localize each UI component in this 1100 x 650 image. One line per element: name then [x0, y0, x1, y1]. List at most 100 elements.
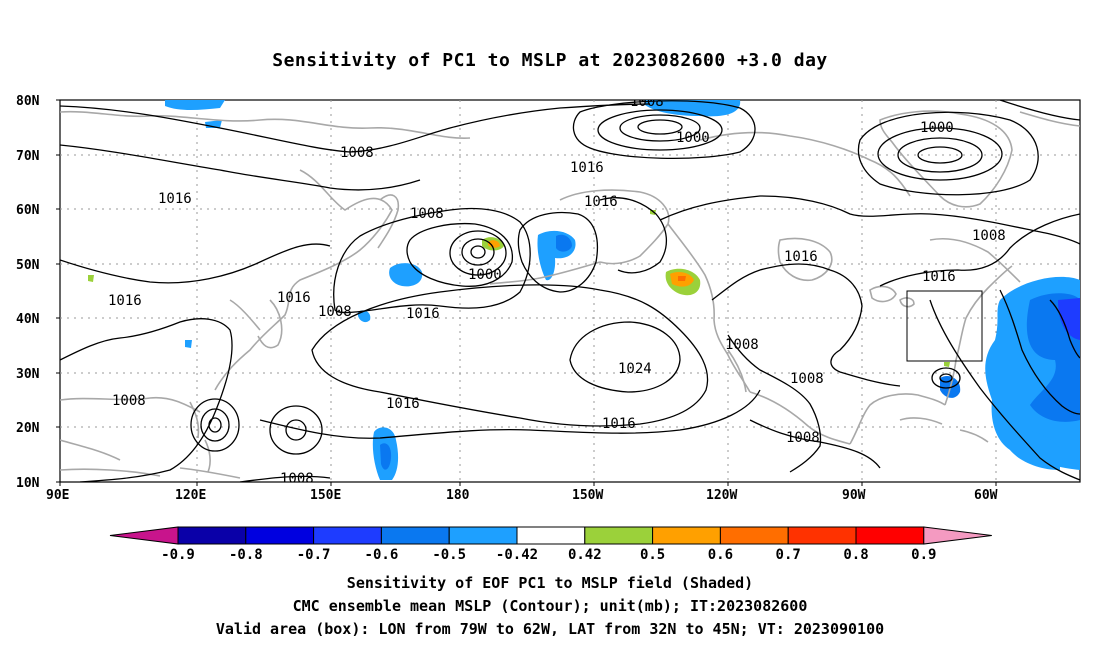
lon-label: 180 [446, 488, 470, 503]
shade-blue-atlantic-dark [1058, 298, 1080, 340]
coast-asia-north [60, 110, 471, 139]
contour-pacific-1016-south [259, 389, 761, 439]
footer-line-1: Sensitivity of EOF PC1 to MSLP field (Sh… [346, 574, 754, 592]
contour-label: 1008 [725, 337, 759, 353]
contour-typhoon-1 [190, 398, 240, 452]
contour-label: 1024 [618, 361, 652, 377]
contour-canada-1016 [879, 213, 1080, 287]
contour-label: 1008 [972, 228, 1006, 244]
colorbar: -0.9 -0.8 -0.7 -0.6 -0.5 -0.42 0.42 0.5 0.6 0.7 0.… [109, 526, 992, 563]
contour-bering-low [517, 211, 599, 293]
lon-label: 60W [974, 488, 998, 503]
contour-atlantic-1 [929, 299, 1080, 481]
lon-label: 90W [842, 488, 866, 503]
contour-label: 1016 [108, 293, 142, 309]
contour-typhoon-b-2 [285, 419, 307, 441]
coast-cuba [899, 417, 989, 443]
sensitivity-shading [88, 100, 1080, 480]
coast-great-lakes [869, 285, 915, 308]
contour-gulf-alaska [599, 197, 667, 274]
colorbar-swatch [177, 526, 247, 545]
contour-label: 1016 [922, 269, 956, 285]
contour-label: 1000 [676, 130, 710, 146]
contour-label: 1016 [386, 396, 420, 412]
coast-na-west [667, 223, 751, 393]
colorbar-swatch [855, 526, 925, 545]
contour-arctic-low-outer [572, 100, 756, 160]
contour-label: 1008 [318, 304, 352, 320]
lon-label: 150W [572, 488, 603, 503]
shade-blue-arctic-2 [645, 100, 741, 117]
lat-label: 40N [16, 312, 40, 327]
lat-label: 80N [16, 94, 40, 109]
valid-area-box [906, 290, 983, 362]
contour-label: 1016 [584, 194, 618, 210]
contour-aleutian-low-1008 [406, 222, 513, 287]
contour-na-1008-south [749, 419, 881, 469]
shade-red-gulf-alaska [678, 276, 686, 281]
mslp-contours [60, 100, 1080, 482]
contour-label: 1008 [112, 393, 146, 409]
colorbar-swatch [719, 526, 789, 545]
contour-na-1008 [727, 334, 822, 473]
contour-carolina-low-inner [939, 373, 953, 383]
contour-north-1008 [60, 103, 651, 153]
contour-pacific-high-1024 [569, 321, 681, 393]
shade-green-small [650, 210, 656, 215]
coast-gulf-mexico [849, 393, 946, 445]
coast-aleutians [489, 261, 601, 285]
contour-arctic-low-1000 [597, 109, 723, 151]
contour-label: 1016 [602, 416, 636, 432]
colorbar-swatch [652, 526, 721, 545]
shade-blue-atlantic-edge [1010, 429, 1060, 470]
contour-aleutian-low-mid [449, 230, 507, 276]
contour-label: 1016 [406, 306, 440, 322]
contour-arctic-low-core [637, 119, 683, 135]
map-title: Sensitivity of PC1 to MSLP at 2023082600… [272, 50, 828, 71]
coast-europe-north [1019, 111, 1080, 127]
lat-label: 50N [16, 258, 40, 273]
shade-blue-kurils [389, 263, 423, 287]
coast-korea-japan [229, 299, 283, 349]
gridlines [60, 100, 1080, 482]
lon-label: 120W [706, 488, 737, 503]
contour-label: 1008 [790, 371, 824, 387]
contour-label: 1008 [340, 145, 374, 161]
coast-hudson [777, 237, 833, 282]
shade-blue-bering-core [556, 234, 572, 252]
contour-label: 1008 [410, 206, 444, 222]
contour-label: 1000 [920, 120, 954, 136]
colorbar-swatch [380, 526, 450, 545]
lon-label: 120E [175, 488, 206, 503]
contour-label: 1016 [570, 160, 604, 176]
contour-pacific-high [311, 284, 709, 427]
footer-line-2: CMC ensemble mean MSLP (Contour); unit(m… [292, 597, 808, 615]
contour-south-1008 [239, 475, 331, 482]
shade-blue-small-1 [358, 310, 371, 323]
contour-north-1016 [60, 144, 421, 191]
contour-label: 1008 [786, 430, 820, 446]
colorbar-tick-label: -0.42 [496, 547, 538, 563]
contour-carolina-low [931, 367, 961, 389]
colorbar-tick-label: 0.8 [843, 547, 868, 563]
contour-label: 1008 [630, 94, 664, 110]
coast-labrador [929, 237, 1021, 283]
colorbar-tick-label: -0.9 [161, 547, 195, 563]
coast-canada-arctic [699, 131, 911, 197]
contour-sw-pacific-1008 [60, 318, 233, 482]
coast-philippines [189, 401, 211, 473]
shade-blue-arctic-1 [165, 100, 225, 110]
colorbar-swatch [787, 526, 857, 545]
contour-label: 1016 [277, 290, 311, 306]
shade-orange-aleutian [488, 240, 500, 248]
contour-label: 1016 [158, 191, 192, 207]
lat-label: 70N [16, 149, 40, 164]
contour-europe-1008 [999, 100, 1080, 121]
contour-aleutian-low-inner [461, 238, 495, 266]
coast-china-south [60, 396, 201, 461]
longitude-labels: 90E 120E 150E 180 150W 120W 90W 60W [46, 488, 998, 503]
shade-blue-pacific-core [380, 443, 392, 470]
contour-greenland-low-2 [897, 137, 983, 173]
coast-east-asia [214, 169, 393, 391]
